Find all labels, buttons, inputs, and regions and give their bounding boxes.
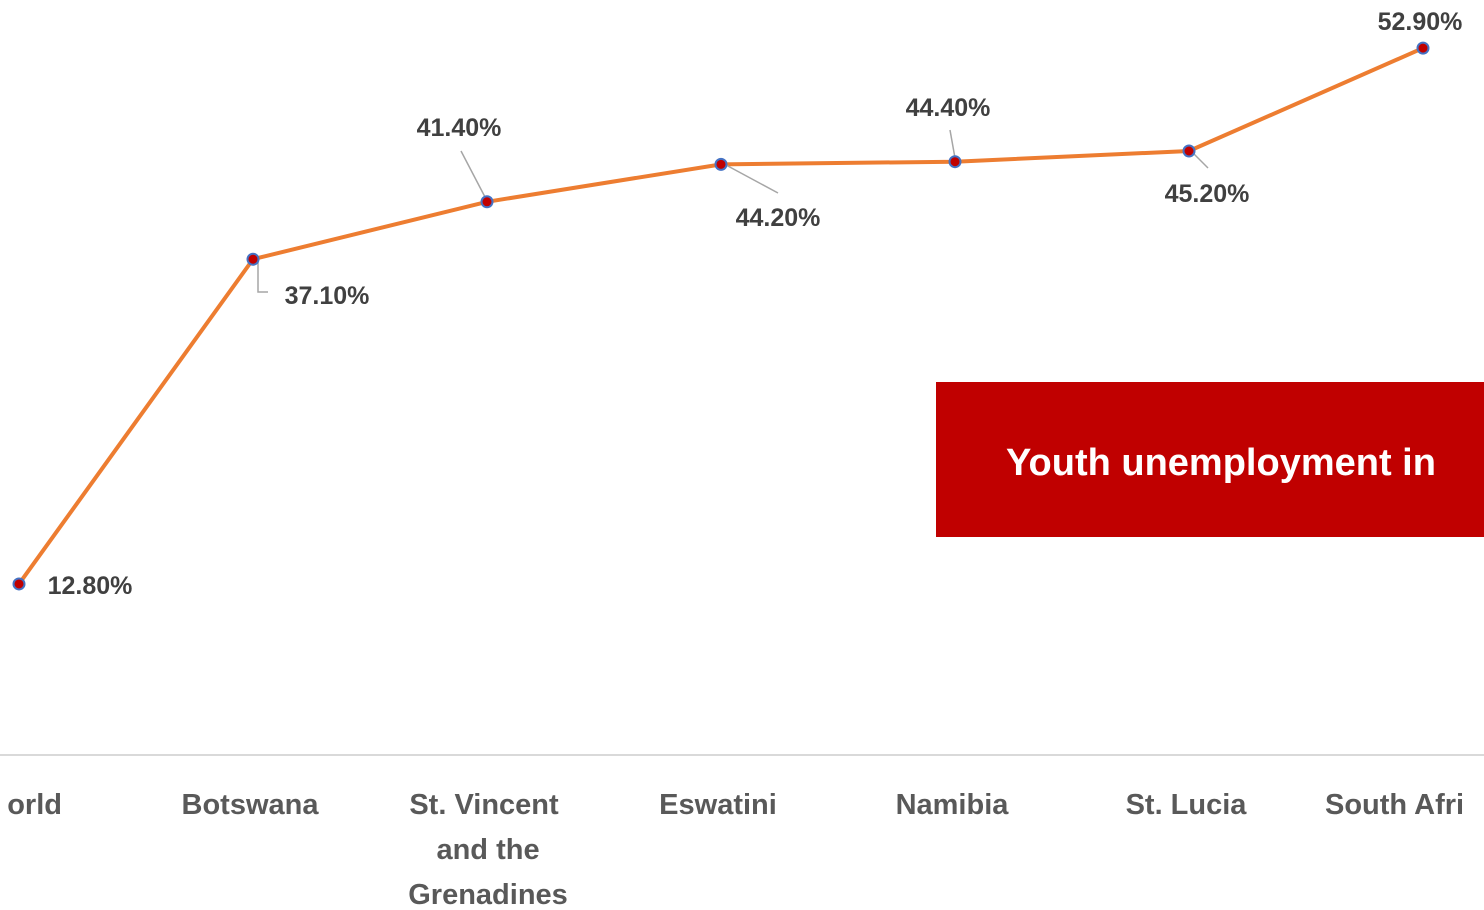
x-tick-label: St. Vincent and the Grenadines [400,789,568,910]
x-tick-label: St. Lucia [1126,789,1248,821]
data-label: 44.20% [736,204,821,232]
data-label: 37.10% [285,282,370,310]
leader-line [460,150,486,198]
marker [12,577,26,591]
x-tick-label: South Afri [1325,789,1464,821]
marker [246,252,260,266]
annotation-text: Youth unemployment in [1006,442,1436,484]
leader-line [725,164,779,194]
marker [1416,41,1430,55]
data-label: 41.40% [417,114,502,142]
data-label: 12.80% [48,572,133,600]
marker [1182,144,1196,158]
marker [480,195,494,209]
x-tick-label: Botswana [182,789,320,821]
annotation: Youth unemployment in [936,382,1484,537]
leader-line [949,129,956,159]
marker [948,155,962,169]
leader-line [257,262,268,293]
data-label: 45.20% [1165,180,1250,208]
x-tick-label: Namibia [896,789,1010,821]
data-label: 52.90% [1378,8,1463,36]
data-label: 44.40% [906,94,991,122]
annotation-box [936,382,1484,537]
x-tick-label: orld [7,789,62,821]
x-tick-label: Eswatini [659,789,777,821]
marker [714,157,728,171]
leader-line [1193,153,1209,169]
